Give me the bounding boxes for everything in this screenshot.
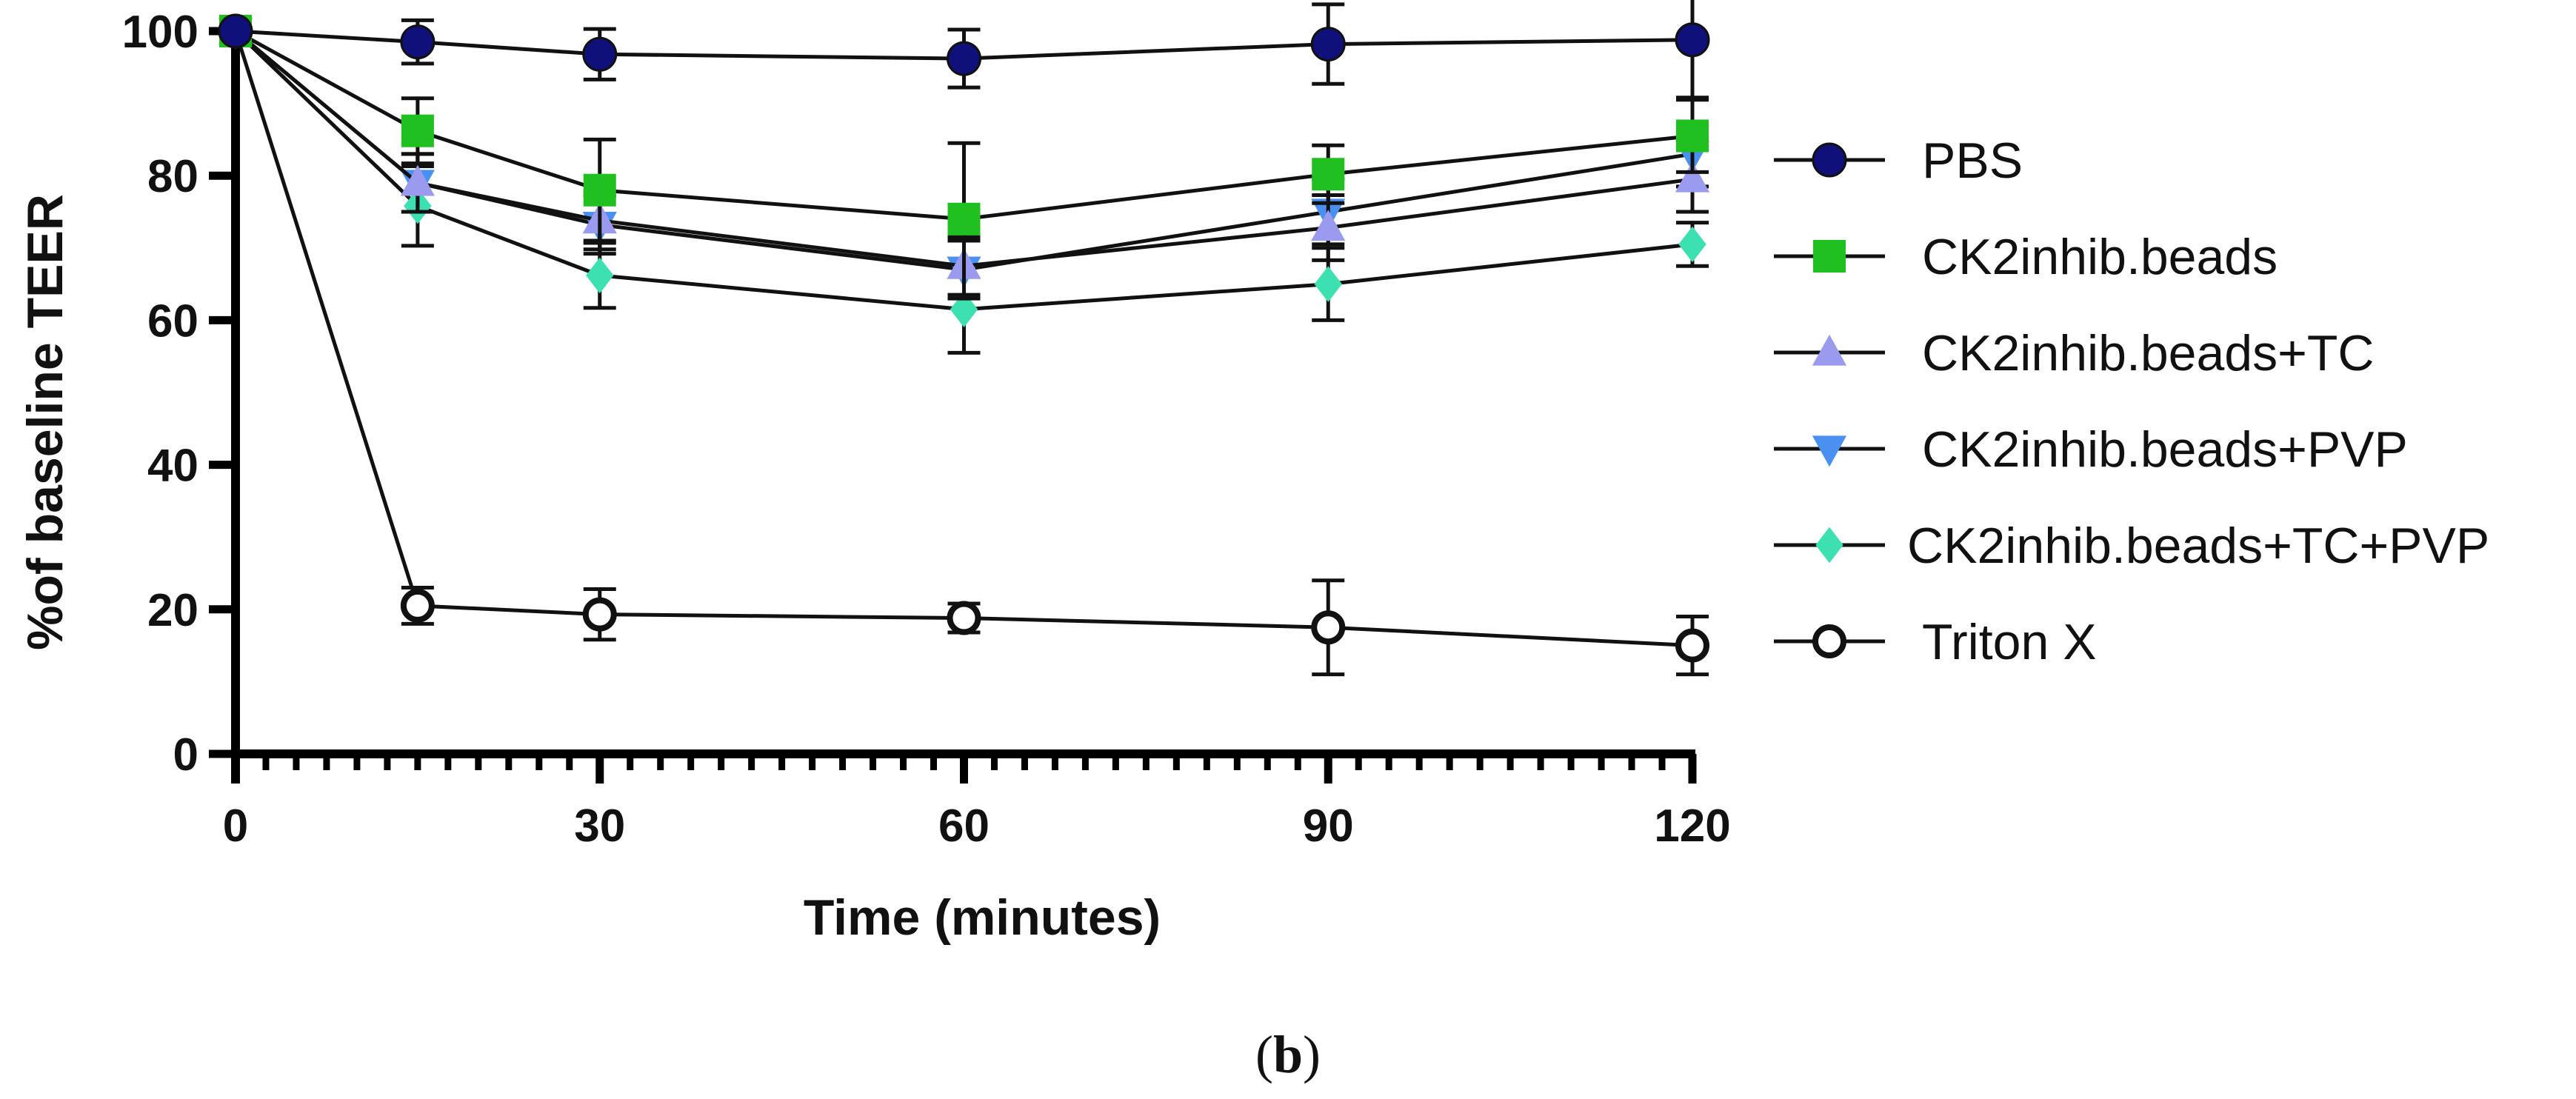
series-pbs: [218, 0, 1710, 100]
legend-item-triton-x: Triton X: [1774, 614, 2097, 670]
series-ck2inhib-beads: [219, 15, 1709, 297]
y-tick-label: 60: [147, 295, 198, 347]
x-axis-title: Time (minutes): [804, 889, 1161, 946]
series-triton-x: [218, 14, 1709, 677]
legend-label: CK2inhib.beads: [1922, 229, 2278, 285]
series-line: [234, 29, 1693, 221]
x-tick-label: 60: [938, 801, 990, 852]
data-point: [1675, 628, 1709, 663]
legend-label: CK2inhib.beads+PVP: [1922, 421, 2408, 478]
legend-label: PBS: [1922, 133, 2023, 189]
y-axis-title: %of baseline TEER: [17, 194, 73, 650]
data-point: [582, 597, 617, 632]
data-point: [1676, 119, 1709, 153]
caption-label: b: [1273, 1025, 1303, 1084]
data-point: [582, 36, 618, 72]
y-tick-label: 20: [147, 585, 198, 636]
y-tick-label: 0: [173, 729, 198, 781]
legend-item-ck2inhib-beads-tc-pvp: CK2inhib.beads+TC+PVP: [1774, 518, 2489, 574]
data-point: [1678, 226, 1706, 263]
data-point: [950, 291, 978, 327]
legend-item-ck2inhib-beads: CK2inhib.beads: [1774, 229, 2278, 285]
legend-label: Triton X: [1922, 614, 2097, 670]
legend-label: CK2inhib.beads+TC+PVP: [1907, 518, 2489, 574]
figure-caption: (b): [1255, 1025, 1321, 1084]
data-point: [218, 13, 253, 49]
data-point: [947, 601, 981, 635]
y-tick-label: 80: [147, 151, 198, 202]
data-point: [401, 114, 434, 147]
legend-marker: [1812, 435, 1847, 467]
series-layer: [218, 0, 1710, 677]
legend-marker: [1812, 624, 1846, 658]
x-tick-label: 120: [1654, 801, 1730, 852]
legend-marker: [1812, 142, 1847, 178]
data-point: [400, 24, 436, 60]
x-tick-label: 90: [1303, 801, 1354, 852]
data-point: [947, 202, 981, 236]
y-tick-label: 40: [147, 441, 198, 492]
data-point: [947, 41, 981, 76]
data-point: [1311, 210, 1346, 241]
y-tick-label: 100: [122, 7, 198, 58]
x-tick-label: 30: [574, 801, 625, 852]
data-point: [1675, 161, 1710, 193]
data-point: [586, 257, 614, 294]
data-point: [400, 164, 435, 196]
series-line: [233, 30, 1693, 648]
data-point: [1314, 266, 1342, 302]
data-point: [583, 173, 616, 207]
legend-item-pbs: PBS: [1774, 133, 2023, 189]
caption-open-paren: (: [1255, 1025, 1273, 1084]
data-point: [1310, 27, 1346, 62]
legend-marker: [1813, 240, 1846, 273]
x-tick-label: 0: [223, 801, 248, 852]
legend-item-ck2inhib-beads-tc: CK2inhib.beads+TC: [1774, 325, 2374, 381]
legend-item-ck2inhib-beads-pvp: CK2inhib.beads+PVP: [1774, 421, 2408, 478]
legend: PBS CK2inhib.beads CK2inhib.beads+TC CK2inh…: [1774, 133, 2489, 670]
legend-label: CK2inhib.beads+TC: [1922, 325, 2374, 381]
data-point: [1312, 158, 1345, 191]
series-line: [234, 30, 1693, 268]
caption-close-paren: ): [1303, 1025, 1321, 1084]
legend-marker: [1812, 334, 1847, 366]
data-point: [400, 588, 435, 623]
series-line: [235, 29, 1693, 61]
data-point: [1675, 22, 1710, 58]
legend-marker: [1815, 527, 1843, 564]
axes-layer: 0 30 60 90 120 0 20 40 60 80 100: [122, 7, 1731, 852]
data-point: [1311, 610, 1346, 645]
series-line: [234, 30, 1693, 312]
